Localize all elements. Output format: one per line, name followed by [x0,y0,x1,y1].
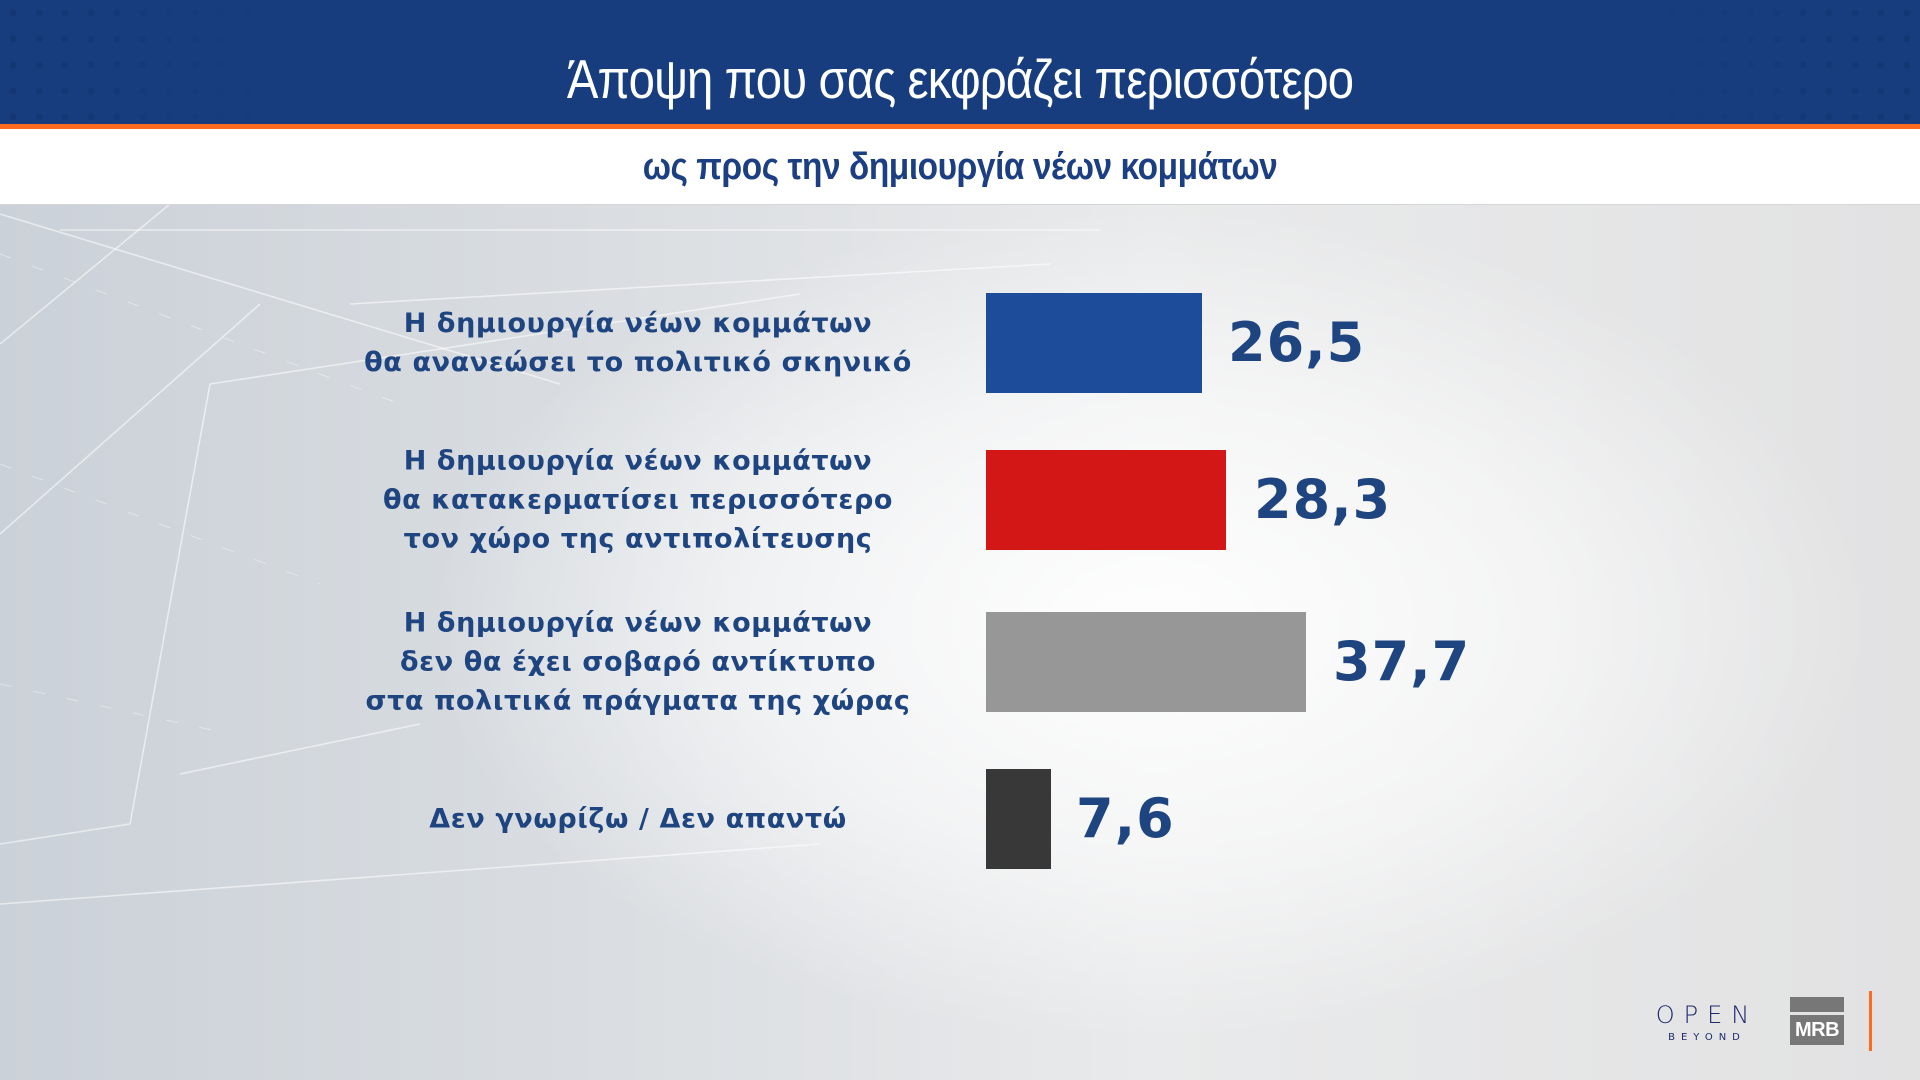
bar-value-label: 26,5 [1228,311,1366,374]
bar-label-line: Η δημιουργία νέων κομμάτων [403,445,873,477]
bar-label-line: στα πολιτικά πράγματα της χώρας [365,685,911,717]
subheader-bar: ως προς την δημιουργία νέων κομμάτων [0,129,1920,205]
bar [986,293,1202,393]
bar-label-line: τον χώρο της αντιπολίτευσης [403,523,873,555]
open-logo-wordmark: OPEN [1655,1001,1759,1029]
mrb-logo: MRB [1790,997,1844,1045]
header-dot-pattern-right [1660,0,1920,124]
chart-subtitle: ως προς την δημιουργία νέων κομμάτων [642,146,1278,188]
bar-row: Η δημιουργία νέων κομμάτων θα κατακερματ… [0,446,1920,555]
bar [986,450,1226,550]
bar-label: Η δημιουργία νέων κομμάτων θα ανανεώσει … [318,304,958,382]
bar-label: Η δημιουργία νέων κομμάτων θα κατακερματ… [318,442,958,559]
chart-title: Άποψη που σας εκφράζει περισσότερο [566,48,1354,110]
bar-label-line: Δεν γνωρίζω / Δεν απαντώ [429,803,847,835]
header-bar: Άποψη που σας εκφράζει περισσότερο [0,0,1920,124]
bar-label-line: θα κατακερματίσει περισσότερο [382,484,894,516]
open-logo-tagline: BEYOND [1668,1032,1746,1043]
bar-label-line: θα ανανεώσει το πολιτικό σκηνικό [364,347,912,378]
background [0,204,1920,1080]
bar-label-line: δεν θα έχει σοβαρό αντίκτυπο [399,646,877,678]
header-dot-pattern-left [0,0,260,124]
bar [986,769,1051,869]
bar-label-line: Η δημιουργία νέων κομμάτων [403,308,873,339]
bar-label: Δεν γνωρίζω / Δεν απαντώ [318,800,958,839]
bar-value-label: 7,6 [1076,787,1175,850]
bar-value-label: 37,7 [1333,630,1471,693]
mrb-logo-wordmark: MRB [1790,1015,1844,1045]
background-lines [0,204,1100,905]
bar-row: Δεν γνωρίζω / Δεν απαντώ 7,6 [0,769,1920,869]
bar-row: Η δημιουργία νέων κομμάτων θα ανανεώσει … [0,293,1920,393]
bar-label: Η δημιουργία νέων κομμάτων δεν θα έχει σ… [318,604,958,721]
bar-value-label: 28,3 [1254,468,1392,531]
accent-divider [0,124,1920,129]
bar-label-line: Η δημιουργία νέων κομμάτων [403,607,873,639]
bar-row: Η δημιουργία νέων κομμάτων δεν θα έχει σ… [0,608,1920,717]
logo-divider-line [1869,991,1872,1051]
open-beyond-logo: OPEN BEYOND [1652,1000,1762,1046]
mrb-logo-top-bar [1790,997,1844,1012]
bar [986,612,1306,712]
